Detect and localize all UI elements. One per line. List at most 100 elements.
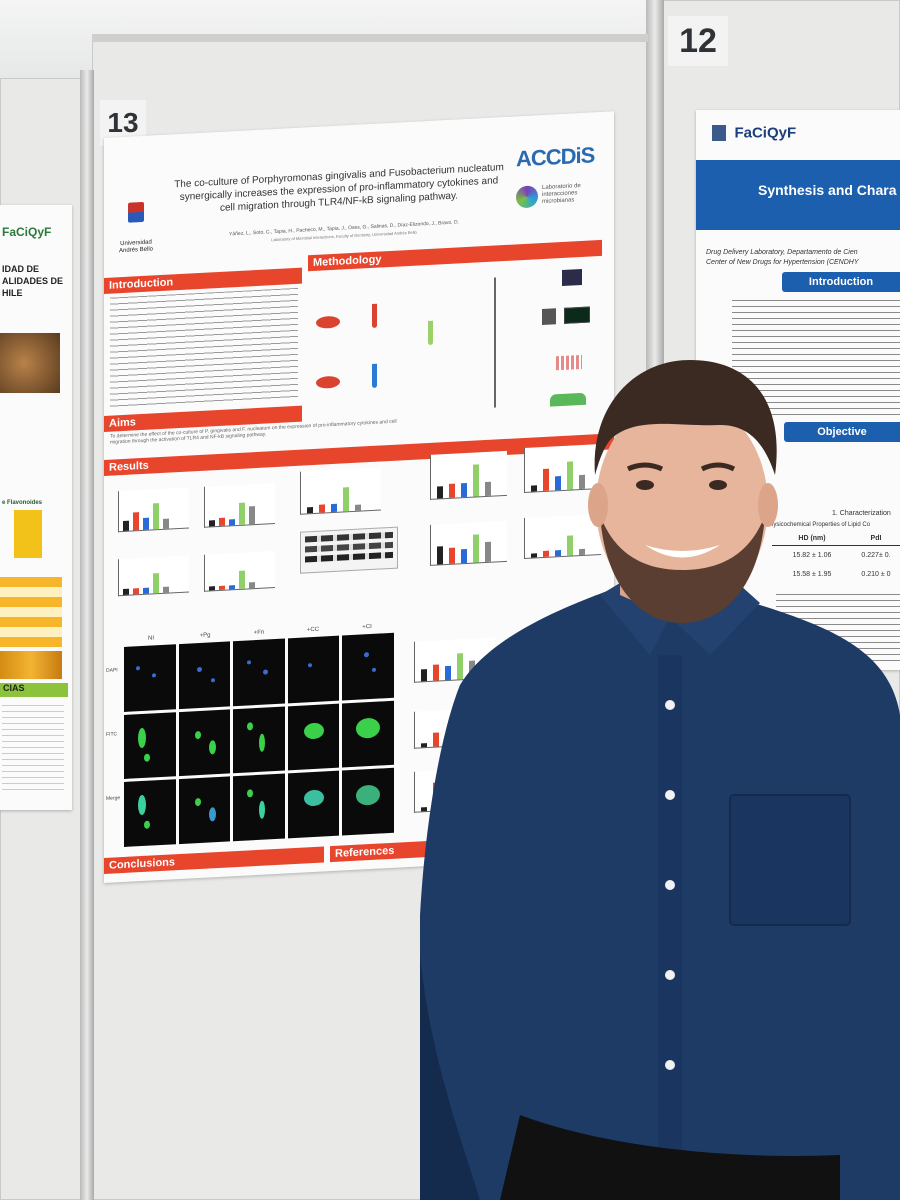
table-cell: 15.58 ± 1.95 [792,571,832,578]
poster-12-objective-header: Objective [784,422,900,442]
poster-12-table-caption: Physicochemical Properties of Lipid Co [766,522,871,528]
plot-bar [219,585,225,590]
table-header: PdI [870,535,882,542]
left-poster-logo: FaCiQyF [2,225,52,239]
col-label: +CC [306,626,320,634]
left-poster-table [0,577,62,647]
micrograph [287,703,340,771]
shirt-pocket [729,794,851,926]
plot-bar [239,502,245,525]
plot-bar [219,517,225,526]
left-eye [636,480,654,490]
logo-crest-icon [712,124,726,141]
table-header: HD (nm) [798,535,826,542]
university-logo-text: Universidad Andrés Bello [118,239,154,255]
plot-bar [307,507,313,514]
micrograph [178,641,231,709]
micrograph [233,773,285,842]
left-poster-section: CIAS [0,683,68,697]
micrograph [178,709,231,777]
right-ear [758,483,778,527]
plot-bar [123,588,129,596]
table-row: 15.82 ± 1.06 0.227± 0. [772,546,900,565]
plot-bar [153,573,159,594]
plot-bar [143,587,149,594]
plot-bar [343,487,349,512]
micrograph [124,644,176,712]
left-poster-subsection: e Flavonoides [2,500,43,506]
table-cell: 15.82 ± 1.06 [792,552,832,559]
plot-bar [319,504,325,513]
plot-bar [355,504,361,511]
table-row: 15.58 ± 1.95 0.210 ± 0 [772,565,900,584]
shirt-button [665,1060,675,1070]
plot-bar [163,518,169,529]
university-logo: Universidad Andrés Bello [114,195,158,277]
right-eyebrow [700,462,736,472]
right-eye [709,480,727,490]
plot-bar [331,503,337,513]
poster-12-intro-header: Introduction [782,272,900,292]
plot-bar [239,570,245,589]
face [596,397,768,613]
beard [600,515,765,623]
micrograph [287,635,340,704]
micrograph [342,632,394,701]
tube-icon [372,303,377,328]
poster-12-title-band: Synthesis and Chara [696,160,900,230]
plot-bar [229,519,235,526]
monitor-icon [564,306,590,324]
left-poster-yellow-swatch [14,510,42,558]
left-poster-photo [0,333,60,393]
micrograph [233,706,285,774]
plot-bar [209,586,215,591]
smile [645,545,720,558]
col-label: NI [148,635,154,642]
plot-bar [229,585,235,590]
poster-12-table: HD (nm) PdI 15.82 ± 1.06 0.227± 0. 15.58… [772,532,900,584]
shirt-button [665,790,675,800]
left-poster-text [2,705,64,795]
shirt-button [665,880,675,890]
left-ear [588,483,608,527]
faciqyf-logo: FaCiQyF [712,124,796,148]
plot-bar [133,512,139,531]
left-poster-heading: IDAD DE ALIDADES DE HILE [2,264,64,298]
lab-logo: Laboratorio de interacciones microbianas [516,180,606,215]
plot-bar [143,517,149,530]
introduction-text [110,287,298,408]
micrograph [287,770,340,839]
micrograph [124,711,176,780]
poster-12-affiliation: Drug Delivery Laboratory, Departamento d… [706,249,859,266]
plot-bar [163,586,169,593]
poster-12-title: Synthesis and Chara [758,182,897,198]
tube-icon-3 [428,320,433,346]
micrograph [342,700,394,768]
plot-bar [249,582,255,589]
blot-band [305,551,393,563]
plot-bar [133,588,139,595]
petri-dish-icon-2 [316,375,340,389]
col-label: +CI [362,623,372,631]
fluorescence-row-labels: DAPI FITC Merge [106,667,121,802]
plot-il8 [204,551,275,592]
crest-icon [128,201,144,223]
left-poster-honey-photo [0,651,62,679]
shirt-placket [658,655,682,1200]
petri-dish-icon [316,315,340,329]
poster-12-characterization: 1. Characterization [832,510,891,517]
hair [594,360,777,475]
table-header-row: HD (nm) PdI [772,532,900,546]
belt [500,1115,840,1200]
faciqyf-logo-text: FaCiQyF [734,124,797,142]
booth-number-12: 12 [668,16,728,66]
micrograph [124,779,176,847]
poster-13-title: The co-culture of Porphyromonas gingival… [174,162,504,214]
plot-nfkb [300,467,381,515]
table-cell: 0.227± 0. [861,552,891,559]
references-header: References [330,840,430,863]
left-poster: FaCiQyF IDAD DE ALIDADES DE HILE e Flavo… [0,205,72,810]
col-label: +Fn [253,629,265,637]
plot-bar [209,520,215,527]
top-rail [92,34,648,42]
